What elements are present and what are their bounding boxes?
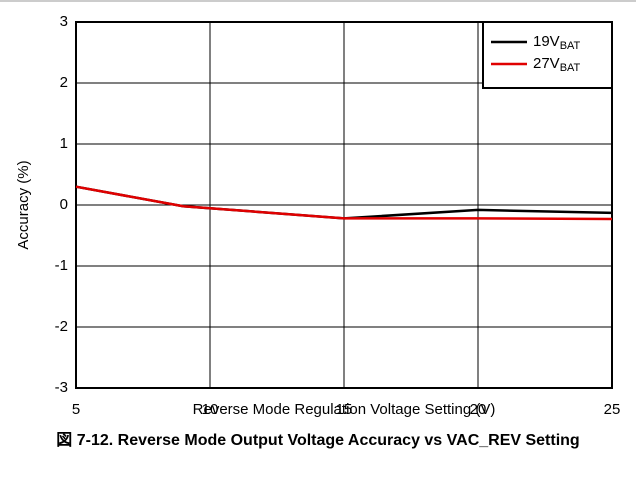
y-axis-label: Accuracy (%)	[15, 160, 32, 249]
y-tick-label: -3	[55, 379, 68, 396]
x-tick-label: 5	[72, 401, 80, 418]
x-tick-label: 10	[202, 401, 219, 418]
x-tick-label: 25	[604, 401, 621, 418]
y-tick-label: -2	[55, 318, 68, 335]
legend-name: 19V	[533, 33, 560, 50]
y-tick-label: 1	[60, 135, 68, 152]
legend-label: 27VBAT	[533, 55, 581, 74]
y-tick-label: -1	[55, 257, 68, 274]
x-tick-label: 15	[336, 401, 353, 418]
y-tick-label: 2	[60, 74, 68, 91]
y-tick-label: 3	[60, 13, 68, 30]
x-axis-label: Reverse Mode Regulation Voltage Setting …	[193, 401, 496, 418]
legend-subscript: BAT	[560, 40, 581, 52]
chart: Reverse Mode Regulation Voltage Setting …	[0, 0, 636, 418]
legend-label: 19VBAT	[533, 33, 581, 52]
legend-subscript: BAT	[560, 62, 581, 74]
legend-name: 27V	[533, 55, 560, 72]
legend-box	[482, 21, 613, 89]
plot-frame	[75, 21, 613, 389]
series-line	[75, 185, 613, 221]
y-tick-label: 0	[60, 196, 68, 213]
figure-caption: 図 7-12. Reverse Mode Output Voltage Accu…	[56, 432, 580, 449]
x-tick-label: 20	[470, 401, 487, 418]
